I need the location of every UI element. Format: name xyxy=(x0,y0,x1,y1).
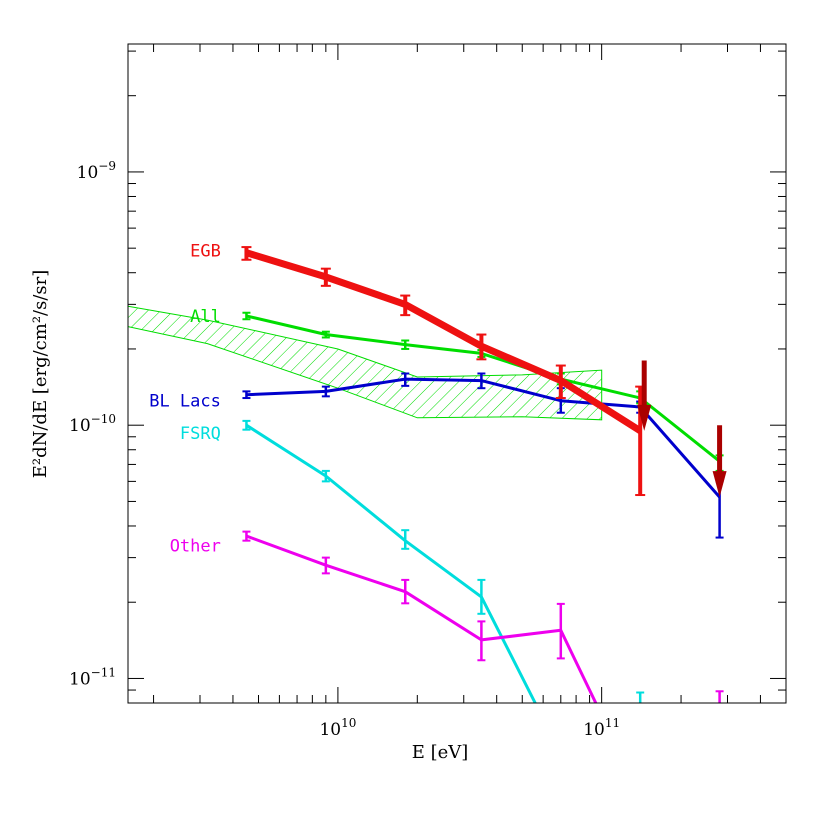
bl-lacs-error-bar xyxy=(242,390,251,400)
series-label-other: Other xyxy=(170,536,221,556)
egb-error-bar xyxy=(555,364,566,400)
other-series xyxy=(242,530,598,703)
x-axis-title: E [eV] xyxy=(412,742,469,763)
other-line xyxy=(245,534,598,703)
fsrq-error-bar xyxy=(242,419,251,431)
bl-lacs-error-bar xyxy=(321,385,330,398)
other-error-bar xyxy=(401,578,410,605)
series-label-all: All xyxy=(190,307,221,327)
egb-series xyxy=(241,246,646,497)
fsrq-error-bar xyxy=(321,469,330,483)
egb-line xyxy=(245,249,643,434)
plot-frame xyxy=(127,43,787,704)
x-tick-label: 1010 xyxy=(319,716,356,740)
bottom-error-marker xyxy=(715,690,724,703)
fsrq-error-bar xyxy=(401,529,410,550)
all-error-bar xyxy=(321,330,330,339)
other-error-bar xyxy=(321,556,330,575)
all-error-bar xyxy=(242,311,251,321)
all-uncertainty-band xyxy=(128,305,603,421)
egb-error-bar xyxy=(400,294,411,317)
fsrq-error-bar xyxy=(477,578,486,615)
series-label-fsrq: FSRQ xyxy=(180,424,221,444)
y-tick-label: 10−9 xyxy=(77,159,116,183)
upper-limit-arrow xyxy=(637,360,652,431)
other-error-bar xyxy=(477,620,486,662)
egb-error-bar xyxy=(241,246,252,261)
y-tick-label: 10−11 xyxy=(69,665,116,689)
x-tick-label: 1011 xyxy=(583,716,620,740)
upper-limit-arrow xyxy=(712,425,727,498)
y-axis-title: E²dN/dE [erg/cm²/s/sr] xyxy=(30,270,51,479)
other-error-bar xyxy=(242,530,251,542)
series-label-bl-lacs: BL Lacs xyxy=(149,392,221,412)
egb-error-bar xyxy=(320,267,331,287)
other-error-bar xyxy=(556,602,565,660)
all-error-bar xyxy=(401,339,410,350)
fsrq-line xyxy=(245,423,537,703)
bottom-error-marker xyxy=(636,691,645,703)
bl-lacs-error-bar xyxy=(477,372,486,390)
bl-lacs-error-bar xyxy=(401,372,410,387)
y-tick-label: 10−10 xyxy=(69,412,116,436)
fsrq-series xyxy=(242,419,537,703)
series-label-egb: EGB xyxy=(190,241,221,261)
egb-error-bar xyxy=(476,333,487,361)
